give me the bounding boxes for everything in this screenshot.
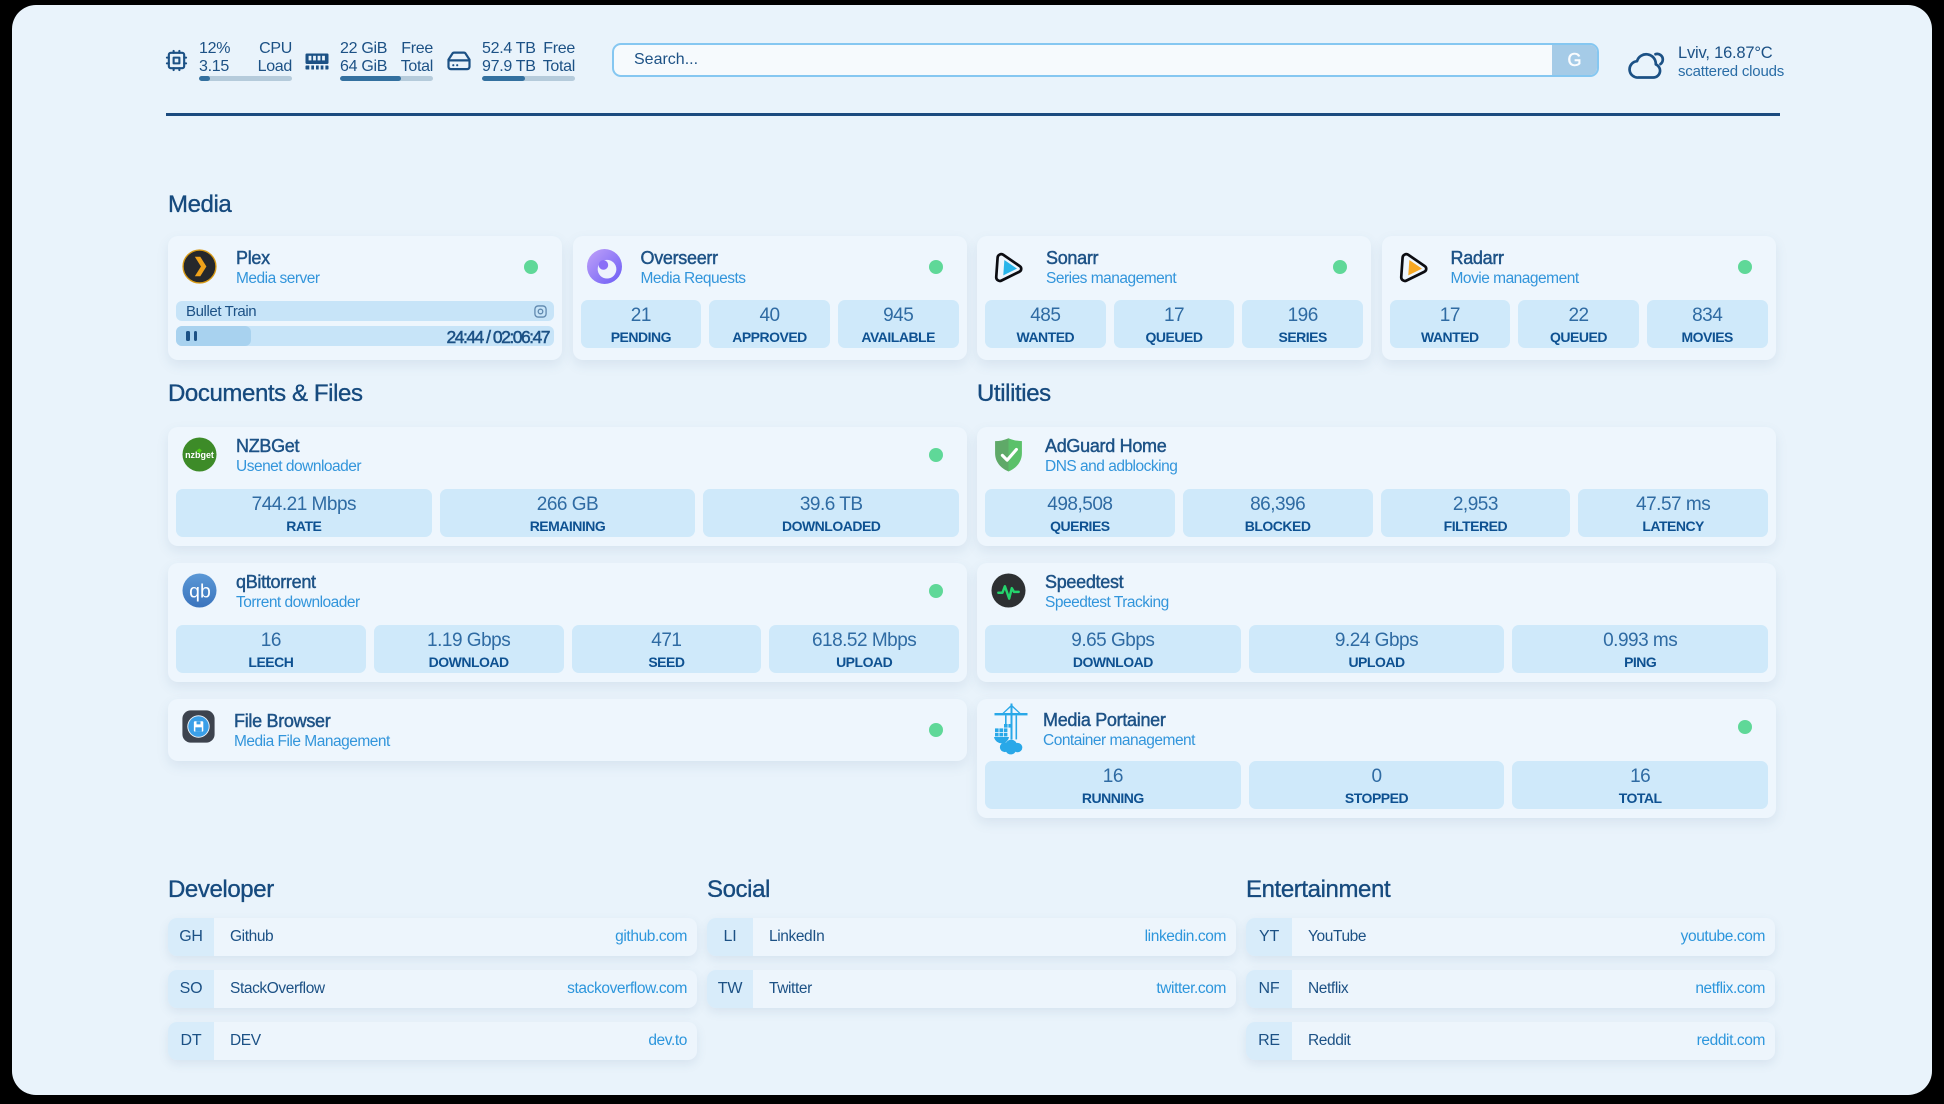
svg-text:qb: qb [189,580,211,602]
svg-text:nzbget: nzbget [185,450,214,460]
